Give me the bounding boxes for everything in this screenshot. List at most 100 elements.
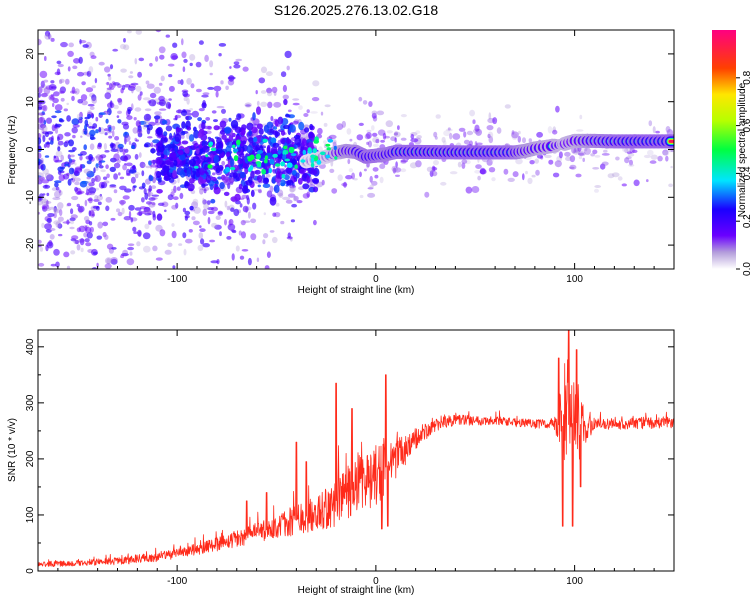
heatmap-cell bbox=[98, 126, 102, 133]
heatmap-cell bbox=[95, 166, 99, 171]
heatmap-cell bbox=[112, 82, 120, 86]
heatmap-cell bbox=[67, 154, 71, 160]
heatmap-cell bbox=[192, 198, 199, 206]
heatmap-cell bbox=[95, 155, 98, 159]
heatmap-cell bbox=[49, 234, 55, 240]
heatmap-cell bbox=[300, 159, 306, 163]
heatmap-cell bbox=[237, 159, 243, 165]
heatmap-cell bbox=[172, 196, 179, 201]
heatmap-cell bbox=[108, 75, 112, 81]
heatmap-cell bbox=[665, 126, 671, 133]
heatmap-cell bbox=[320, 151, 326, 156]
heatmap-cell bbox=[155, 156, 163, 166]
heatmap-cell bbox=[42, 135, 46, 143]
heatmap-cell bbox=[371, 180, 378, 186]
heatmap-cell bbox=[248, 129, 252, 137]
heatmap-cell bbox=[66, 115, 71, 122]
heatmap-cell bbox=[113, 153, 120, 161]
heatmap-cell bbox=[346, 128, 352, 135]
heatmap-cell bbox=[395, 174, 400, 177]
heatmap-cell bbox=[252, 112, 256, 121]
heatmap-cell bbox=[142, 232, 151, 240]
heatmap-cell bbox=[341, 120, 346, 128]
heatmap-cell bbox=[59, 78, 65, 83]
heatmap-cell bbox=[132, 172, 141, 176]
heatmap-cell bbox=[98, 155, 104, 162]
heatmap-cell bbox=[221, 134, 227, 140]
heatmap-cell bbox=[157, 202, 165, 206]
heatmap-cell bbox=[223, 298, 230, 304]
heatmap-cell bbox=[156, 213, 163, 221]
heatmap-cell bbox=[109, 64, 114, 70]
heatmap-cell bbox=[269, 185, 274, 193]
heatmap-cell bbox=[286, 65, 290, 71]
heatmap-cell bbox=[665, 155, 669, 162]
heatmap-cell bbox=[577, 151, 586, 157]
heatmap-cell bbox=[157, 178, 162, 183]
heatmap-cell bbox=[181, 131, 186, 136]
heatmap-cell bbox=[255, 16, 260, 23]
heatmap-cell bbox=[475, 164, 482, 170]
heatmap-cell bbox=[376, 110, 385, 116]
heatmap-cell bbox=[270, 146, 278, 155]
heatmap-cell bbox=[50, 270, 54, 276]
heatmap-cell bbox=[366, 141, 369, 145]
heatmap-cell bbox=[134, 207, 142, 211]
heatmap-cell bbox=[60, 41, 68, 48]
heatmap-cell bbox=[170, 53, 178, 61]
x-tick-label: 100 bbox=[566, 576, 583, 587]
heatmap-cell bbox=[201, 94, 209, 98]
y-tick-label: 400 bbox=[25, 338, 36, 355]
heatmap-cell bbox=[53, 205, 57, 213]
heatmap-cell bbox=[258, 77, 266, 84]
heatmap-cell bbox=[50, 80, 55, 84]
heatmap-cell bbox=[197, 244, 204, 252]
heatmap-cell bbox=[256, 100, 260, 106]
heatmap-cell bbox=[206, 200, 211, 206]
heatmap-cell bbox=[534, 158, 539, 164]
heatmap-cell bbox=[71, 127, 78, 134]
heatmap-cell bbox=[184, 210, 191, 216]
heatmap-cell bbox=[85, 87, 94, 93]
heatmap-cell bbox=[286, 179, 294, 186]
heatmap-cell bbox=[242, 185, 249, 194]
heatmap-cell bbox=[126, 258, 135, 266]
heatmap-cell bbox=[215, 215, 221, 220]
heatmap-cell bbox=[80, 135, 83, 138]
heatmap-cell bbox=[269, 158, 275, 165]
heatmap-cell bbox=[53, 248, 60, 256]
heatmap-cell bbox=[375, 139, 380, 144]
heatmap-x-ticks: -100 0 100 bbox=[57, 30, 655, 285]
heatmap-cell bbox=[57, 223, 63, 229]
heatmap-cell bbox=[183, 96, 188, 102]
heatmap-cell bbox=[111, 83, 115, 87]
heatmap-cell bbox=[348, 168, 354, 173]
heatmap-cell bbox=[68, 20, 71, 26]
heatmap-cell bbox=[603, 149, 608, 153]
heatmap-cell bbox=[46, 192, 50, 197]
heatmap-cell bbox=[54, 110, 62, 114]
heatmap-cell bbox=[55, 150, 63, 158]
heatmap-cell bbox=[260, 66, 268, 74]
heatmap-cell bbox=[284, 50, 292, 59]
heatmap-cell bbox=[183, 164, 189, 170]
heatmap-cell bbox=[192, 220, 200, 226]
heatmap-cell bbox=[668, 183, 673, 188]
heatmap-cell bbox=[39, 246, 44, 252]
heatmap-cell bbox=[79, 111, 83, 119]
heatmap-cell bbox=[474, 169, 481, 174]
heatmap-cell bbox=[242, 66, 249, 72]
heatmap-cell bbox=[111, 247, 117, 250]
heatmap-cell bbox=[145, 178, 151, 185]
heatmap-cell bbox=[298, 121, 305, 131]
heatmap-cell bbox=[650, 154, 658, 160]
heatmap-cell bbox=[310, 154, 316, 159]
heatmap-cell bbox=[310, 157, 315, 164]
heatmap-cell bbox=[96, 144, 102, 150]
heatmap-cell bbox=[143, 143, 149, 148]
heatmap-cell bbox=[189, 178, 195, 184]
heatmap-cell bbox=[488, 136, 494, 144]
heatmap-cell bbox=[221, 174, 226, 181]
heatmap-cell bbox=[312, 148, 318, 154]
heatmap-cell bbox=[95, 116, 99, 122]
